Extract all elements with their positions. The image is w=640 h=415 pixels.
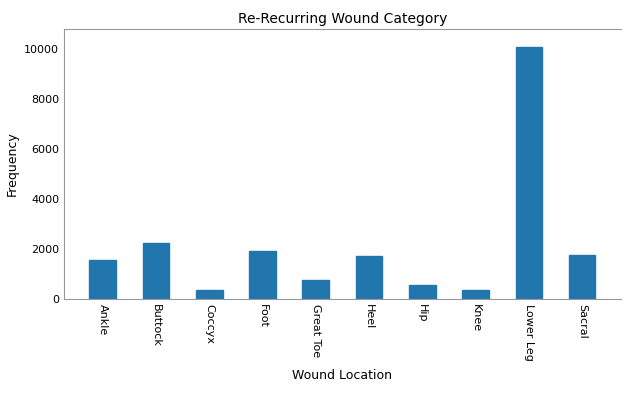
Bar xyxy=(516,46,542,299)
X-axis label: Wound Location: Wound Location xyxy=(292,369,392,382)
Bar xyxy=(462,290,489,299)
Bar xyxy=(90,260,116,299)
Bar xyxy=(143,243,169,299)
Y-axis label: Frequency: Frequency xyxy=(6,132,19,196)
Bar xyxy=(569,255,595,299)
Bar xyxy=(249,251,276,299)
Bar xyxy=(303,280,329,299)
Bar xyxy=(409,285,436,299)
Bar xyxy=(356,256,382,299)
Bar xyxy=(196,290,223,299)
Title: Re-Recurring Wound Category: Re-Recurring Wound Category xyxy=(237,12,447,27)
